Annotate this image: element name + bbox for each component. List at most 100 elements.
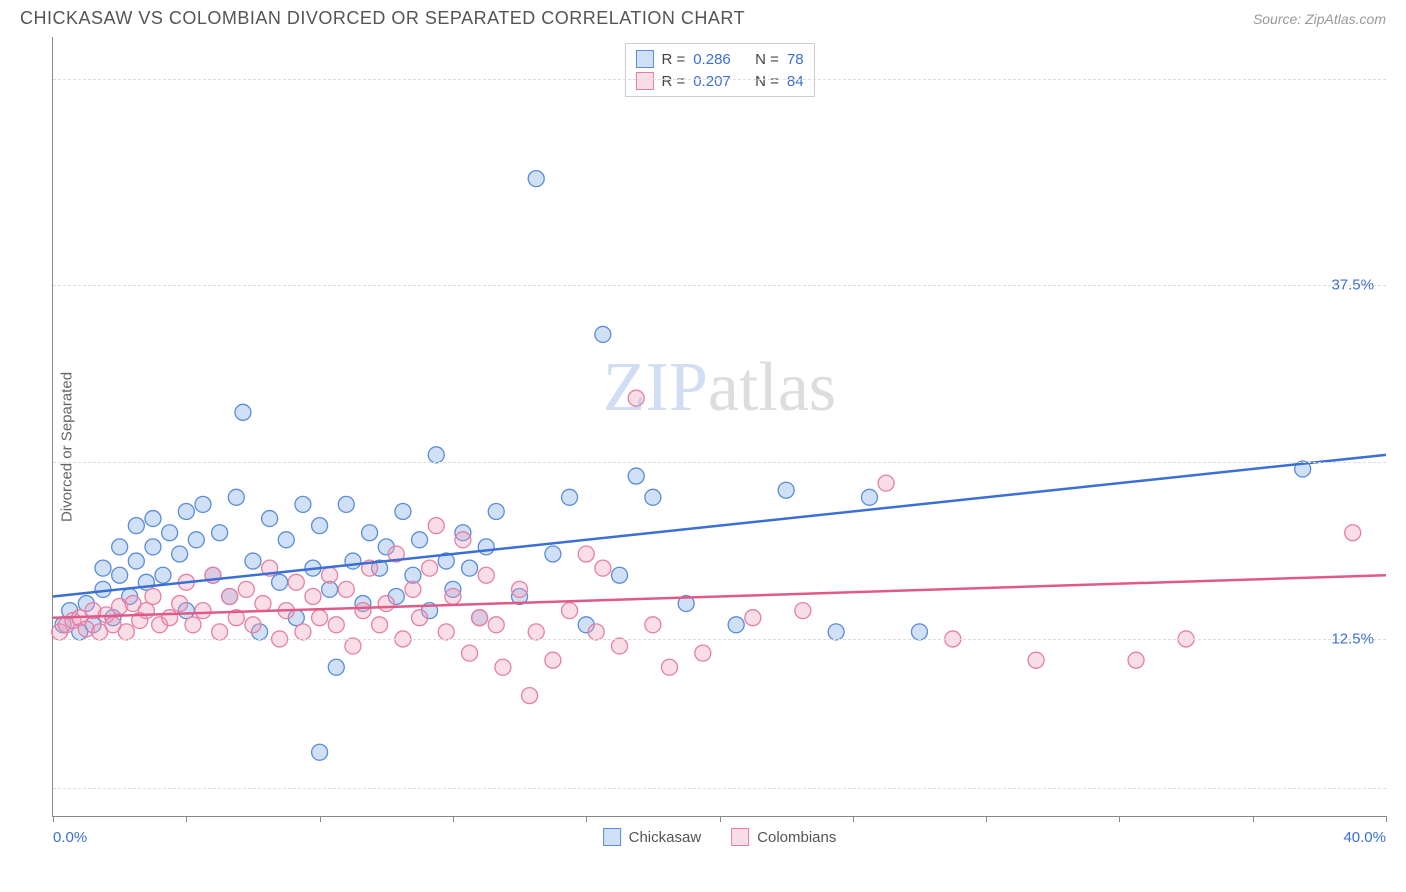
data-point [372, 617, 388, 633]
data-point [328, 617, 344, 633]
data-point [545, 546, 561, 562]
data-point [228, 489, 244, 505]
data-point [305, 588, 321, 604]
data-point [355, 603, 371, 619]
data-point [245, 617, 261, 633]
data-point [728, 617, 744, 633]
data-point [188, 532, 204, 548]
data-point [222, 588, 238, 604]
plot-area: ZIPatlas R = 0.286 N = 78 R = 0.207 N = … [52, 37, 1386, 817]
data-point [662, 659, 678, 675]
data-point [162, 525, 178, 541]
data-point [438, 624, 454, 640]
data-point [362, 525, 378, 541]
data-point [145, 511, 161, 527]
data-point [155, 567, 171, 583]
data-point [112, 539, 128, 555]
data-point [405, 581, 421, 597]
data-point [328, 659, 344, 675]
data-point [312, 744, 328, 760]
data-point [428, 447, 444, 463]
data-point [172, 546, 188, 562]
data-point [495, 659, 511, 675]
data-point [628, 390, 644, 406]
chart-title: CHICKASAW VS COLOMBIAN DIVORCED OR SEPAR… [20, 8, 745, 29]
data-point [162, 610, 178, 626]
swatch-chickasaw-bottom [603, 828, 621, 846]
y-tick-label: 12.5% [1331, 630, 1374, 647]
data-point [612, 567, 628, 583]
plot-svg [53, 37, 1386, 816]
data-point [412, 532, 428, 548]
data-point [128, 518, 144, 534]
legend-item-chickasaw: Chickasaw [603, 828, 702, 846]
data-point [338, 581, 354, 597]
data-point [185, 617, 201, 633]
data-point [345, 638, 361, 654]
data-point [145, 588, 161, 604]
data-point [545, 652, 561, 668]
data-point [795, 603, 811, 619]
data-point [422, 560, 438, 576]
data-point [628, 468, 644, 484]
x-tick-label: 40.0% [1343, 829, 1386, 846]
data-point [455, 532, 471, 548]
data-point [878, 475, 894, 491]
data-point [95, 560, 111, 576]
data-point [488, 617, 504, 633]
data-point [645, 489, 661, 505]
trend-line [53, 575, 1386, 617]
data-point [588, 624, 604, 640]
legend-row-chickasaw: R = 0.286 N = 78 [635, 48, 803, 70]
data-point [645, 617, 661, 633]
x-tick-label: 0.0% [53, 829, 87, 846]
data-point [235, 404, 251, 420]
data-point [562, 489, 578, 505]
data-point [512, 581, 528, 597]
data-point [262, 511, 278, 527]
data-point [312, 518, 328, 534]
chart-container: Divorced or Separated ZIPatlas R = 0.286… [20, 37, 1386, 857]
data-point [255, 596, 271, 612]
data-point [528, 624, 544, 640]
data-point [412, 610, 428, 626]
data-point [195, 603, 211, 619]
data-point [911, 624, 927, 640]
data-point [145, 539, 161, 555]
data-point [488, 503, 504, 519]
data-point [528, 171, 544, 187]
data-point [861, 489, 877, 505]
data-point [522, 688, 538, 704]
y-tick-label: 37.5% [1331, 276, 1374, 293]
data-point [212, 525, 228, 541]
data-point [445, 588, 461, 604]
data-point [295, 496, 311, 512]
data-point [345, 553, 361, 569]
data-point [745, 610, 761, 626]
data-point [295, 624, 311, 640]
trend-line [53, 455, 1386, 597]
legend-item-colombians: Colombians [731, 828, 836, 846]
data-point [478, 567, 494, 583]
data-point [128, 553, 144, 569]
swatch-colombians-bottom [731, 828, 749, 846]
data-point [172, 596, 188, 612]
legend-stats: R = 0.286 N = 78 R = 0.207 N = 84 [624, 43, 814, 97]
data-point [478, 539, 494, 555]
data-point [472, 610, 488, 626]
data-point [1028, 652, 1044, 668]
data-point [312, 610, 328, 626]
source-label: Source: ZipAtlas.com [1253, 11, 1386, 27]
data-point [378, 596, 394, 612]
data-point [278, 532, 294, 548]
data-point [245, 553, 261, 569]
data-point [778, 482, 794, 498]
data-point [428, 518, 444, 534]
data-point [195, 496, 211, 512]
data-point [1345, 525, 1361, 541]
data-point [462, 645, 478, 661]
data-point [178, 503, 194, 519]
data-point [612, 638, 628, 654]
data-point [595, 560, 611, 576]
data-point [212, 624, 228, 640]
